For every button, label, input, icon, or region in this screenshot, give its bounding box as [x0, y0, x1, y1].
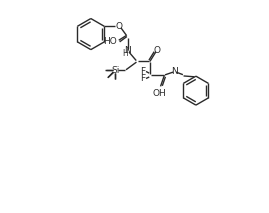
Text: OH: OH [153, 89, 166, 98]
Text: O: O [116, 22, 123, 31]
Text: H: H [122, 49, 128, 58]
Text: N: N [171, 67, 178, 76]
Text: HO: HO [103, 37, 117, 46]
Text: O: O [153, 46, 160, 55]
Text: F: F [140, 74, 145, 83]
Text: F: F [140, 67, 145, 76]
Text: Si: Si [111, 66, 119, 75]
Text: N: N [124, 46, 131, 55]
